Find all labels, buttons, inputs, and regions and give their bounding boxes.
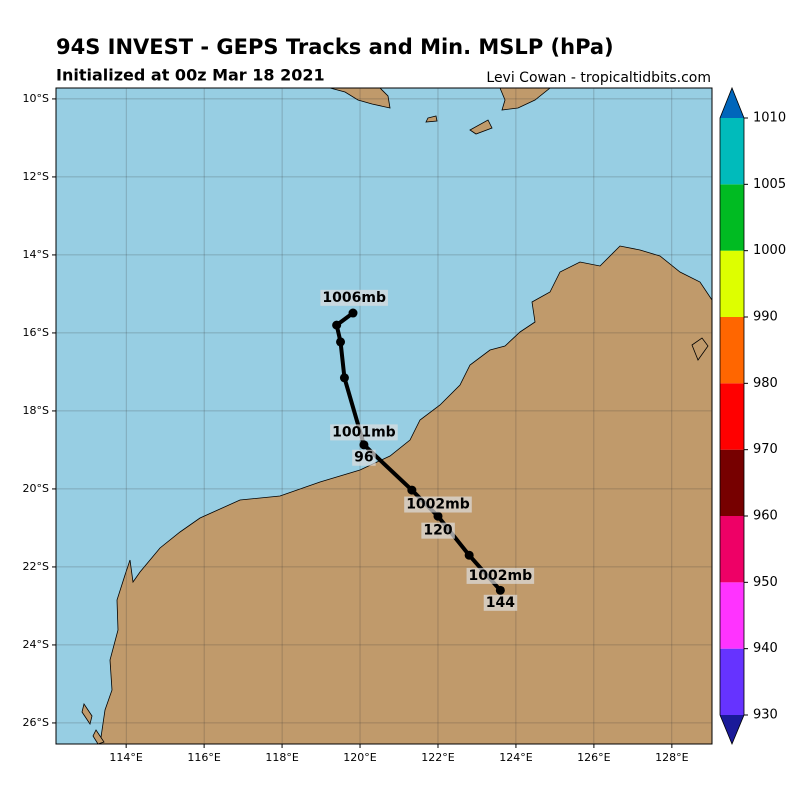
x-tick-label: 126°E <box>577 751 610 764</box>
colorbar-bin <box>720 184 744 251</box>
label-background <box>352 449 376 466</box>
track-point <box>495 585 505 595</box>
track-point <box>464 550 474 560</box>
colorbar-tick-label: 1000 <box>753 243 786 258</box>
track-label: 96 <box>354 450 373 466</box>
track-point <box>348 308 358 318</box>
track-point <box>332 320 342 330</box>
track-point <box>407 485 417 495</box>
colorbar-under <box>720 715 744 744</box>
x-tick-label: 114°E <box>109 751 142 764</box>
colorbar-tick-label: 1005 <box>753 177 786 192</box>
chart-subtitle: Initialized at 00z Mar 18 2021 <box>56 66 325 85</box>
colorbar-tick-label: 1010 <box>753 111 786 126</box>
track-label: 1002mb <box>406 497 470 513</box>
label-background <box>483 594 518 611</box>
colorbar-tick-label: 990 <box>753 310 778 325</box>
track-label: 1006mb <box>322 290 386 306</box>
y-tick-label: 26°S <box>23 716 49 729</box>
x-tick-label: 118°E <box>265 751 298 764</box>
chart-title: 94S INVEST - GEPS Tracks and Min. MSLP (… <box>56 35 614 59</box>
y-tick-label: 10°S <box>23 92 49 105</box>
colorbar-bin <box>720 449 744 516</box>
colorbar-tick-label: 980 <box>753 376 778 391</box>
y-tick-label: 18°S <box>23 404 49 417</box>
colorbar-over <box>720 88 744 118</box>
y-tick-label: 24°S <box>23 638 49 651</box>
label-background <box>404 496 472 513</box>
colorbar-tick-label: 960 <box>753 509 778 524</box>
track-point <box>433 511 443 521</box>
colorbar-bin <box>720 250 744 317</box>
label-background <box>320 289 388 306</box>
y-tick-label: 16°S <box>23 326 49 339</box>
track-point <box>339 373 349 383</box>
colorbar-bin <box>720 317 744 384</box>
x-tick-label: 122°E <box>421 751 454 764</box>
colorbar-tick-label: 930 <box>753 708 778 723</box>
track-label: 120 <box>423 523 452 539</box>
colorbar-bin <box>720 118 744 185</box>
credit: Levi Cowan - tropicaltidbits.com <box>486 70 711 86</box>
map-frame <box>55 87 713 745</box>
y-tick-label: 12°S <box>23 170 49 183</box>
track-point <box>336 337 346 347</box>
colorbar-bin <box>720 516 744 583</box>
colorbar-tick-label: 950 <box>753 575 778 590</box>
y-tick-label: 14°S <box>23 248 49 261</box>
x-tick-label: 128°E <box>655 751 688 764</box>
track-label: 1002mb <box>469 568 533 584</box>
colorbar-tick-label: 940 <box>753 641 778 656</box>
track-point <box>359 440 369 450</box>
y-tick-label: 20°S <box>23 482 49 495</box>
y-tick-label: 22°S <box>23 560 49 573</box>
colorbar-bin <box>720 383 744 450</box>
label-background <box>466 567 535 584</box>
x-tick-label: 116°E <box>187 751 220 764</box>
label-background <box>330 424 398 441</box>
colorbar-bin <box>720 648 744 715</box>
x-tick-label: 124°E <box>499 751 532 764</box>
track-label: 1001mb <box>332 424 396 440</box>
colorbar-bin <box>720 582 744 649</box>
x-tick-label: 120°E <box>343 751 376 764</box>
colorbar-tick-label: 970 <box>753 442 778 457</box>
track-label: 144 <box>486 595 515 611</box>
label-background <box>421 522 455 539</box>
